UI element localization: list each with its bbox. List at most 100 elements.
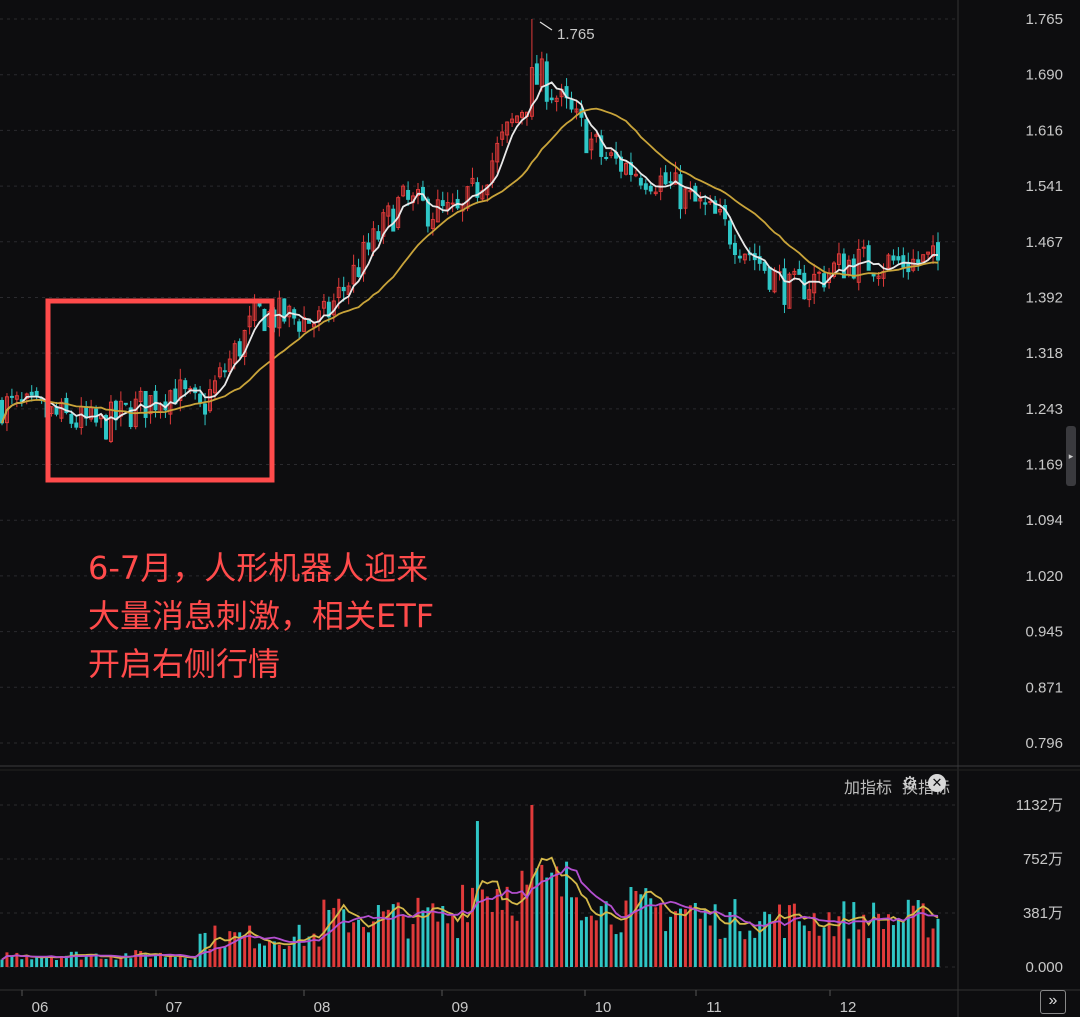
volume-bar bbox=[931, 928, 935, 967]
volume-bar bbox=[25, 955, 29, 967]
volume-bar bbox=[857, 929, 861, 967]
candle-body bbox=[936, 242, 940, 261]
candle-body bbox=[916, 259, 921, 264]
volume-bar bbox=[624, 900, 628, 967]
candle-body bbox=[178, 379, 183, 402]
candle-body bbox=[698, 198, 703, 202]
volume-bar bbox=[124, 953, 128, 967]
volume-bar bbox=[768, 914, 772, 967]
volume-bar bbox=[213, 925, 217, 967]
volume-bar bbox=[144, 954, 148, 967]
volume-bar bbox=[129, 958, 133, 967]
candle-body bbox=[14, 395, 19, 400]
volume-bar bbox=[807, 931, 811, 967]
volume-bar bbox=[342, 909, 346, 967]
volume-bar bbox=[139, 951, 143, 967]
candle-body bbox=[500, 131, 505, 140]
volume-bar bbox=[173, 956, 177, 967]
peak-arrow bbox=[539, 21, 553, 31]
candle-body bbox=[312, 323, 316, 328]
side-collapse-handle[interactable]: ▸ bbox=[1066, 426, 1076, 486]
candle-body bbox=[896, 256, 901, 261]
candle-body bbox=[856, 248, 861, 283]
candle-body bbox=[64, 397, 69, 414]
volume-bar bbox=[258, 943, 262, 967]
volume-bar bbox=[891, 925, 895, 967]
candle-body bbox=[886, 254, 891, 269]
volume-bar bbox=[188, 960, 192, 967]
close-icon[interactable]: ✕ bbox=[928, 774, 946, 792]
volume-bar bbox=[520, 870, 524, 967]
volume-bar bbox=[396, 902, 400, 967]
volume-bar bbox=[307, 936, 311, 967]
x-tick-label: 11 bbox=[706, 999, 722, 1016]
candle-body bbox=[619, 156, 624, 172]
candle-body bbox=[475, 182, 480, 198]
add-indicator-button[interactable]: 加指标 bbox=[843, 778, 892, 797]
volume-bar bbox=[436, 921, 440, 967]
volume-bar bbox=[366, 932, 370, 967]
volume-bar bbox=[748, 930, 752, 967]
volume-bar bbox=[530, 805, 534, 967]
volume-bar bbox=[451, 915, 455, 967]
volume-bar bbox=[262, 945, 266, 967]
candle-body bbox=[515, 115, 520, 123]
volume-bar bbox=[312, 933, 316, 967]
ma-short-line bbox=[1, 81, 939, 424]
candle-body bbox=[302, 316, 307, 332]
candle-body bbox=[203, 403, 208, 415]
highlight-box bbox=[45, 298, 275, 483]
y-tick-label: 1.020 bbox=[1025, 568, 1063, 585]
gear-icon[interactable]: ⚙ bbox=[901, 773, 919, 793]
volume-bar bbox=[867, 938, 871, 967]
candle-body bbox=[802, 272, 807, 300]
scroll-right-button[interactable]: » bbox=[1040, 990, 1066, 1014]
volume-ma-short-line bbox=[1, 856, 939, 961]
volume-bar bbox=[208, 949, 212, 967]
candle-body bbox=[217, 367, 222, 378]
volume-bar bbox=[906, 899, 910, 967]
y-tick-label: 1.690 bbox=[1025, 67, 1063, 84]
volume-bar bbox=[456, 938, 460, 967]
volume-bar bbox=[154, 955, 158, 967]
volume-bar bbox=[550, 872, 554, 967]
annotation-line-1: 6-7月，人形机器人迎来 bbox=[88, 549, 429, 587]
volume-bar bbox=[743, 939, 747, 967]
volume-bar bbox=[683, 909, 687, 967]
y-tick-label: 0.871 bbox=[1025, 679, 1063, 696]
volume-bar bbox=[84, 955, 88, 967]
volume-bar bbox=[782, 937, 786, 967]
candle-body bbox=[445, 202, 450, 210]
candle-body bbox=[495, 142, 500, 163]
volume-bar bbox=[45, 956, 49, 967]
candle-body bbox=[589, 138, 594, 151]
volume-bar bbox=[644, 888, 648, 967]
candle-body bbox=[648, 185, 653, 192]
volume-bar bbox=[688, 905, 692, 967]
volume-bar bbox=[480, 889, 484, 967]
volume-bar bbox=[416, 897, 420, 967]
candle-body bbox=[926, 251, 931, 255]
volume-bar bbox=[50, 956, 54, 967]
volume-bar bbox=[678, 908, 682, 967]
candle-body bbox=[326, 301, 331, 318]
volume-bar bbox=[664, 931, 668, 967]
volume-bar bbox=[921, 903, 925, 967]
candle-body bbox=[663, 172, 668, 185]
volume-bar bbox=[629, 887, 633, 967]
volume-bar bbox=[233, 932, 237, 967]
volume-bar bbox=[882, 929, 886, 967]
candle-body bbox=[440, 200, 445, 207]
candle-body bbox=[430, 219, 435, 229]
volume-bar bbox=[401, 915, 405, 967]
volume-tick-label: 752万 bbox=[1023, 851, 1063, 868]
candle-body bbox=[737, 255, 742, 259]
volume-bar bbox=[728, 911, 732, 967]
volume-bar bbox=[198, 933, 202, 967]
volume-bar bbox=[812, 913, 816, 967]
volume-bar bbox=[69, 951, 73, 967]
volume-bar bbox=[698, 918, 702, 967]
volume-bar bbox=[35, 957, 39, 967]
volume-bar bbox=[674, 911, 678, 967]
